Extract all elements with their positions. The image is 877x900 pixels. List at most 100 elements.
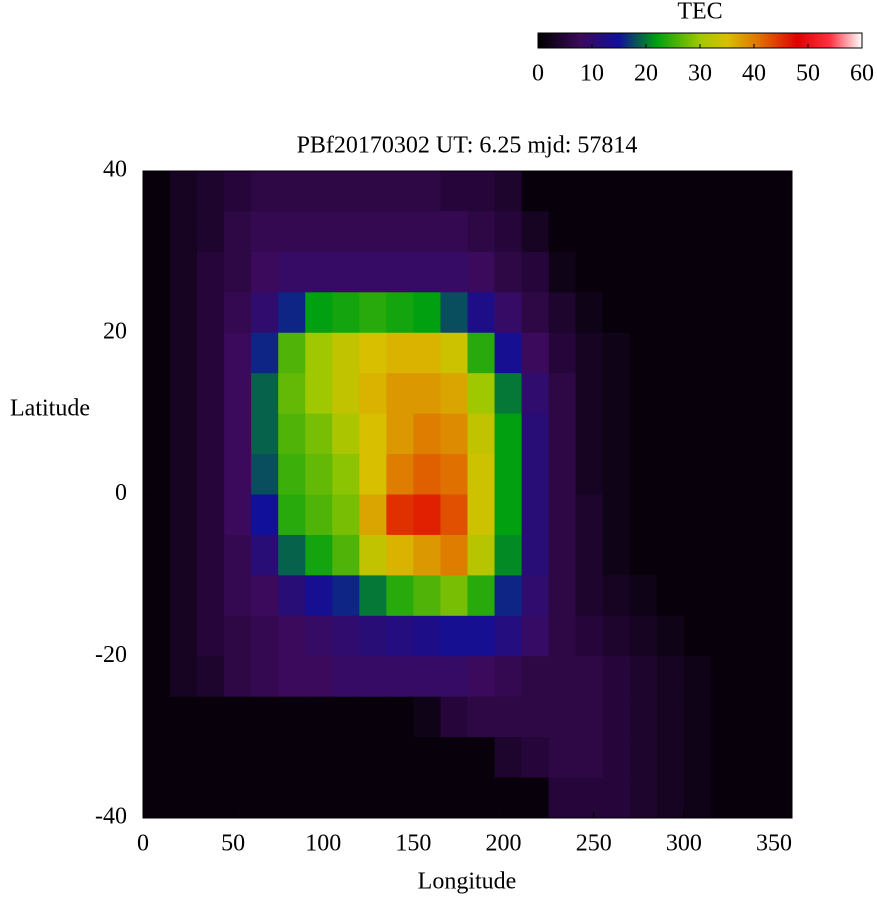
heat-cell — [305, 211, 333, 253]
heat-cell — [224, 494, 252, 536]
heat-cell — [305, 656, 333, 698]
y-tick-label: -40 — [95, 804, 127, 830]
heat-cell — [440, 292, 468, 334]
heat-cell — [467, 373, 496, 415]
heat-cell — [440, 534, 468, 576]
heat-cell — [305, 171, 333, 212]
heat-cell — [386, 454, 414, 495]
heat-cell — [413, 171, 441, 212]
heat-cell — [251, 171, 279, 212]
heat-cell — [737, 737, 766, 779]
heat-cell — [386, 777, 414, 819]
heat-cell — [386, 494, 414, 536]
heat-cell — [710, 494, 739, 536]
heat-cell — [386, 332, 414, 374]
heat-cell — [224, 737, 252, 779]
heat-cell — [386, 171, 414, 212]
heat-cell — [251, 777, 279, 819]
heat-cell — [494, 696, 523, 738]
heat-cell — [467, 454, 496, 495]
heat-cell — [683, 292, 712, 334]
heat-cell — [278, 211, 306, 253]
heat-cell — [629, 373, 658, 415]
heat-cell — [251, 332, 279, 374]
heat-cell — [629, 251, 658, 293]
heat-cell — [467, 615, 496, 657]
heat-cell — [602, 534, 631, 576]
heat-cell — [764, 373, 793, 415]
heat-cell — [737, 575, 766, 617]
heat-cell — [656, 373, 685, 415]
heat-cell — [278, 373, 306, 415]
heat-cell — [143, 696, 171, 738]
heat-cell — [305, 413, 333, 455]
heat-cell — [359, 251, 387, 293]
heat-cell — [467, 413, 496, 455]
heat-cell — [278, 251, 306, 293]
heat-cell — [764, 292, 793, 334]
heat-cell — [548, 615, 577, 657]
x-axis-label: Longitude — [418, 869, 517, 895]
heat-cell — [170, 251, 198, 293]
heat-cell — [413, 534, 441, 576]
heat-cell — [764, 696, 793, 738]
heat-cell — [710, 656, 739, 698]
heat-cell — [197, 171, 225, 212]
heat-cell — [170, 575, 198, 617]
heat-cell — [494, 737, 523, 779]
heat-cell — [656, 575, 685, 617]
heat-cell — [197, 696, 225, 738]
heat-cell — [683, 534, 712, 576]
heat-cell — [305, 575, 333, 617]
heat-cell — [521, 737, 550, 779]
heat-cell — [440, 373, 468, 415]
heat-cell — [764, 534, 793, 576]
heat-cell — [224, 777, 252, 819]
heat-cell — [467, 251, 496, 293]
heat-cell — [656, 737, 685, 779]
heat-cell — [494, 575, 523, 617]
colorbar-tick-label: 0 — [532, 61, 544, 87]
heat-cell — [143, 494, 171, 536]
heat-cell — [521, 373, 550, 415]
heat-cell — [521, 251, 550, 293]
heat-cell — [197, 615, 225, 657]
heat-cell — [278, 534, 306, 576]
heat-cell — [629, 534, 658, 576]
x-tick-label: 350 — [756, 831, 792, 857]
heat-cell — [197, 534, 225, 576]
heat-cell — [494, 454, 523, 495]
heat-cell — [197, 777, 225, 819]
heat-cell — [683, 737, 712, 779]
heat-cell — [224, 251, 252, 293]
heat-cell — [494, 494, 523, 536]
heat-cell — [575, 211, 604, 253]
heat-cell — [602, 413, 631, 455]
heat-cell — [710, 413, 739, 455]
heat-cell — [332, 373, 360, 415]
x-tick-label: 100 — [305, 831, 341, 857]
heat-cell — [197, 575, 225, 617]
x-tick-label: 300 — [666, 831, 702, 857]
heat-cell — [197, 413, 225, 455]
colorbar-tick-label: 30 — [688, 61, 712, 87]
heat-cell — [494, 413, 523, 455]
heat-cell — [332, 171, 360, 212]
heat-cell — [440, 575, 468, 617]
heat-cell — [440, 737, 468, 779]
heat-cell — [332, 292, 360, 334]
heat-cell — [251, 292, 279, 334]
heat-cell — [656, 696, 685, 738]
heat-cell — [143, 332, 171, 374]
colorbar-tick-label: 40 — [742, 61, 766, 87]
heat-cell — [629, 615, 658, 657]
heat-cell — [683, 373, 712, 415]
heat-cell — [494, 292, 523, 334]
heat-cell — [467, 656, 496, 698]
heat-cell — [710, 454, 739, 495]
heat-cell — [170, 454, 198, 495]
x-tick-label: 200 — [486, 831, 522, 857]
heat-cell — [575, 454, 604, 495]
heat-cell — [683, 615, 712, 657]
heat-cell — [224, 534, 252, 576]
